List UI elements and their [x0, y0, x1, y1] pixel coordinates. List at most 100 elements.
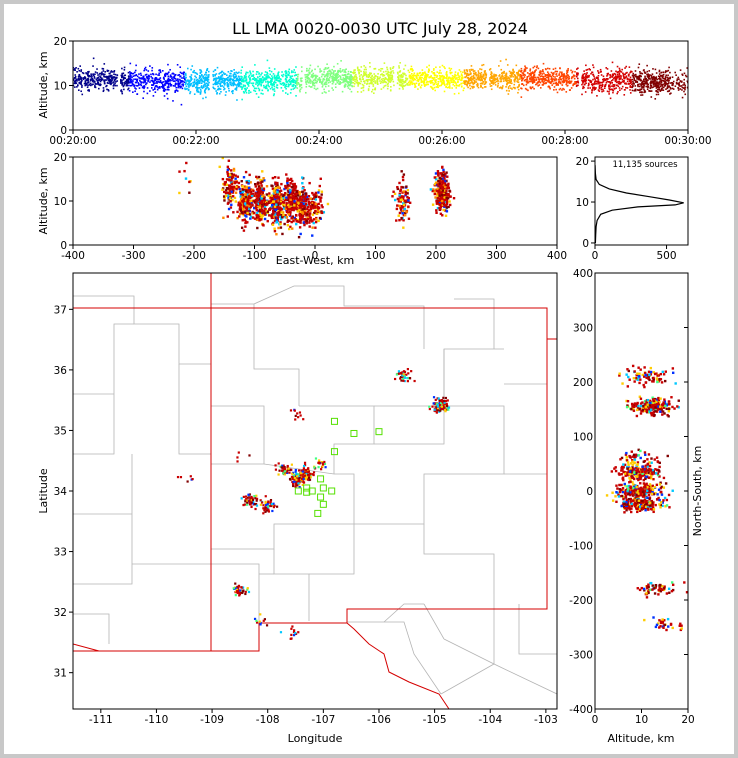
- time-height-point: [110, 82, 112, 85]
- time-height-point: [550, 78, 552, 81]
- time-height-point: [501, 86, 504, 89]
- time-height-point: [525, 78, 527, 81]
- time-height-point: [593, 87, 595, 89]
- time-height-point: [660, 71, 662, 74]
- time-height-point: [531, 82, 534, 84]
- time-height-point: [345, 68, 347, 71]
- time-height-point: [110, 71, 112, 73]
- time-height-point: [220, 75, 222, 77]
- time-height-point: [664, 78, 667, 81]
- time-height-point: [391, 76, 394, 78]
- time-height-point: [589, 87, 591, 89]
- time-height-point: [507, 87, 510, 90]
- time-height-point: [641, 81, 644, 84]
- time-height-point: [480, 68, 483, 71]
- time-height-point: [352, 71, 355, 73]
- time-height-point: [499, 60, 502, 62]
- time-height-point: [101, 78, 104, 81]
- time-height-point: [462, 89, 465, 92]
- time-height-point: [167, 63, 169, 66]
- ew-height-point: [276, 189, 279, 192]
- time-height-point: [526, 76, 529, 79]
- time-height-point: [235, 86, 238, 88]
- time-height-point: [253, 77, 256, 79]
- time-height-point: [282, 84, 285, 86]
- time-height-point: [206, 76, 208, 79]
- time-height-point: [189, 75, 191, 78]
- time-height-point: [595, 76, 598, 79]
- time-height-point: [254, 64, 256, 66]
- time-height-point: [241, 77, 243, 80]
- time-height-point: [527, 81, 530, 84]
- time-height-point: [535, 66, 538, 69]
- time-height-point: [519, 76, 521, 79]
- time-height-point: [143, 78, 145, 81]
- time-height-point: [289, 83, 292, 85]
- time-height-point: [455, 83, 458, 85]
- time-height-point: [111, 79, 113, 81]
- time-height-point: [325, 91, 327, 94]
- time-height-point: [182, 84, 184, 87]
- time-height-point: [274, 79, 276, 81]
- time-height-point: [216, 93, 218, 95]
- time-height-point: [587, 82, 590, 85]
- time-height-point: [630, 80, 632, 83]
- time-height-point: [472, 83, 475, 85]
- time-height-point: [114, 82, 116, 85]
- time-height-point: [312, 84, 314, 87]
- time-height-point: [199, 72, 202, 75]
- time-height-point: [173, 76, 176, 78]
- time-height-point: [411, 76, 413, 79]
- time-height-point: [382, 74, 385, 76]
- time-height-point: [625, 86, 627, 89]
- time-height-point: [505, 86, 507, 88]
- time-height-point: [605, 81, 608, 84]
- ew-height-point: [277, 176, 280, 179]
- time-height-point: [109, 82, 111, 85]
- time-height-point: [672, 80, 675, 83]
- time-height-point: [441, 82, 444, 85]
- time-height-point: [138, 73, 140, 75]
- time-height-point: [214, 74, 216, 76]
- time-height-point: [548, 67, 551, 70]
- time-height-point: [617, 85, 620, 88]
- time-height-point: [312, 82, 314, 85]
- figure-title: LL LMA 0020-0030 UTC July 28, 2024: [232, 19, 528, 38]
- time-height-point: [142, 97, 145, 99]
- time-height-point: [495, 78, 498, 80]
- time-height-point: [264, 78, 267, 81]
- time-height-point: [79, 82, 81, 85]
- time-height-point: [629, 71, 631, 74]
- time-height-point: [90, 73, 92, 75]
- time-height-point: [547, 85, 550, 88]
- ew-height-point: [237, 181, 241, 185]
- time-height-point: [159, 80, 162, 82]
- time-height-point: [231, 78, 233, 81]
- ew-height-point: [286, 198, 290, 202]
- time-height-point: [174, 83, 177, 86]
- time-height-point: [106, 88, 108, 91]
- time-height-point: [491, 74, 493, 77]
- time-height-point: [634, 81, 637, 83]
- time-height-point: [609, 86, 611, 88]
- time-height-point: [379, 80, 381, 82]
- time-height-point: [646, 88, 649, 91]
- time-height-point: [437, 81, 440, 83]
- time-height-point: [410, 82, 412, 84]
- ew-height-point: [254, 185, 257, 188]
- time-height-point: [230, 70, 232, 72]
- time-height-point: [103, 73, 106, 76]
- time-height-point: [502, 80, 505, 82]
- time-height-point: [547, 76, 550, 78]
- time-height-point: [94, 73, 96, 75]
- time-height-point: [305, 80, 307, 82]
- time-height-point: [262, 93, 264, 95]
- time-height-point: [556, 75, 558, 77]
- ew-height-point: [251, 203, 254, 206]
- time-height-point: [304, 78, 307, 81]
- time-height-point: [506, 83, 508, 86]
- time-height-point: [418, 77, 421, 80]
- time-height-point: [126, 78, 129, 81]
- time-height-point: [343, 77, 346, 80]
- ew-height-point: [232, 167, 236, 171]
